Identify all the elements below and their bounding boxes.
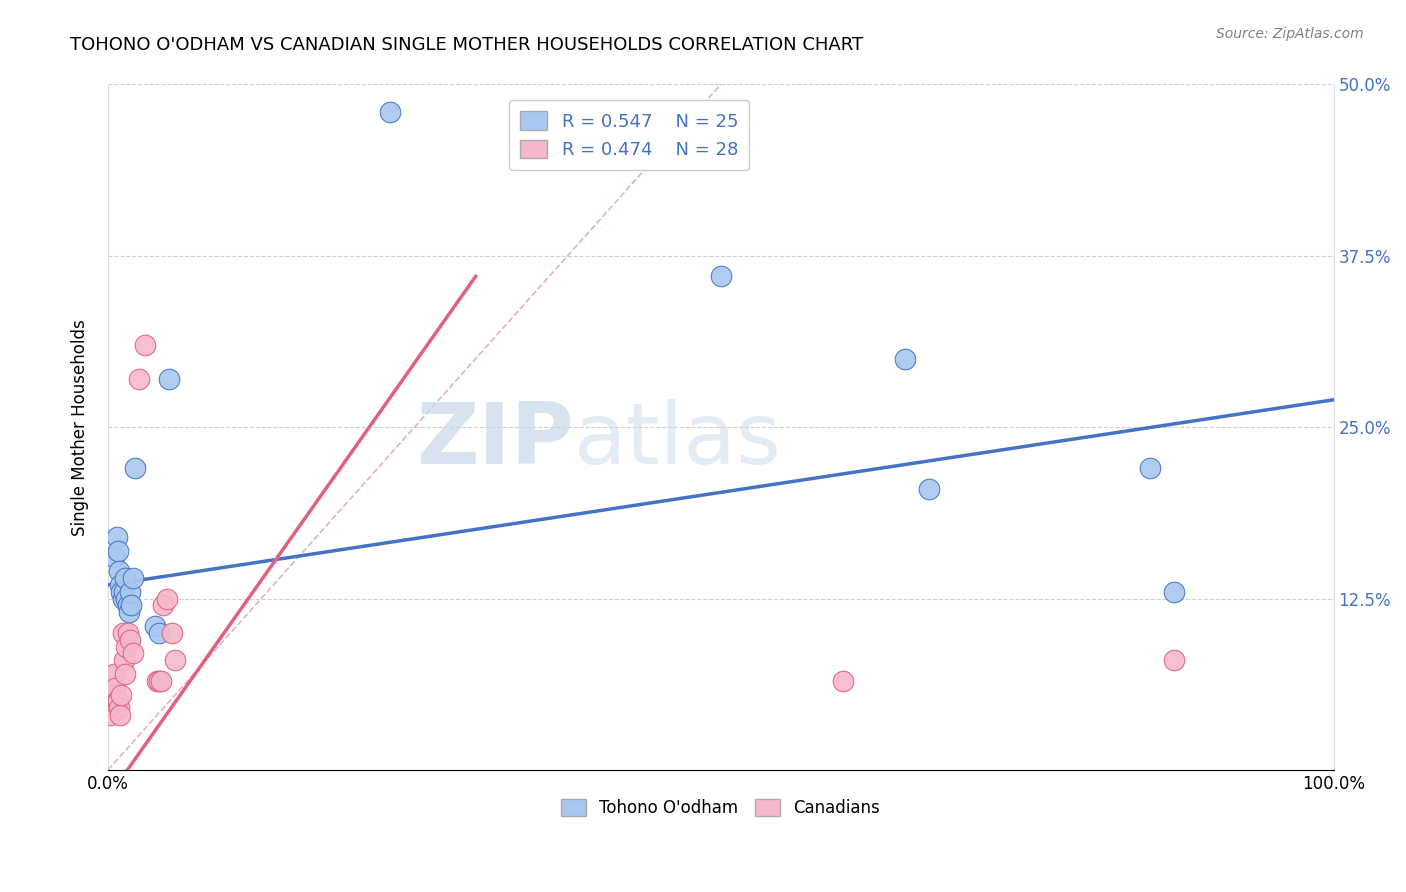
Point [832, 673, 855, 688]
Point [112, 653, 135, 667]
Point [117, 599, 139, 613]
Point [101, 694, 124, 708]
Point [103, 550, 125, 565]
Point [165, 653, 187, 667]
Text: TOHONO O'ODHAM VS CANADIAN SINGLE MOTHER HOUSEHOLDS CORRELATION CHART: TOHONO O'ODHAM VS CANADIAN SINGLE MOTHER… [70, 36, 863, 54]
Point [115, 591, 138, 606]
Point [108, 701, 131, 715]
Y-axis label: Single Mother Households: Single Mother Households [72, 318, 89, 535]
Point [1163, 653, 1185, 667]
Text: atlas: atlas [574, 400, 782, 483]
Point [118, 632, 141, 647]
Point [100, 688, 122, 702]
Point [378, 104, 401, 119]
Point [710, 269, 733, 284]
Point [1139, 461, 1161, 475]
Point [110, 584, 132, 599]
Point [110, 708, 132, 723]
Point [110, 688, 132, 702]
Point [118, 584, 141, 599]
Point [121, 647, 143, 661]
Point [114, 667, 136, 681]
Point [117, 626, 139, 640]
Text: Source: ZipAtlas.com: Source: ZipAtlas.com [1216, 27, 1364, 41]
Point [128, 372, 150, 386]
Point [104, 681, 127, 695]
Point [107, 694, 129, 708]
Point [893, 351, 915, 366]
Point [160, 626, 183, 640]
Point [918, 482, 941, 496]
Point [110, 578, 132, 592]
Legend: Tohono O'odham, Canadians: Tohono O'odham, Canadians [554, 792, 887, 823]
Text: ZIP: ZIP [416, 400, 574, 483]
Point [148, 626, 170, 640]
Point [156, 591, 179, 606]
Point [105, 694, 128, 708]
Point [108, 564, 131, 578]
Point [100, 708, 122, 723]
Point [105, 530, 128, 544]
Point [146, 673, 169, 688]
Point [134, 338, 156, 352]
Point [149, 673, 172, 688]
Point [115, 640, 138, 654]
Point [107, 543, 129, 558]
Point [112, 584, 135, 599]
Point [148, 673, 170, 688]
Point [111, 626, 134, 640]
Point [118, 605, 141, 619]
Point [120, 599, 142, 613]
Point [121, 571, 143, 585]
Point [1163, 584, 1185, 599]
Point [157, 372, 180, 386]
Point [103, 667, 125, 681]
Point [143, 619, 166, 633]
Point [124, 461, 146, 475]
Point [111, 591, 134, 606]
Point [114, 571, 136, 585]
Point [152, 599, 174, 613]
